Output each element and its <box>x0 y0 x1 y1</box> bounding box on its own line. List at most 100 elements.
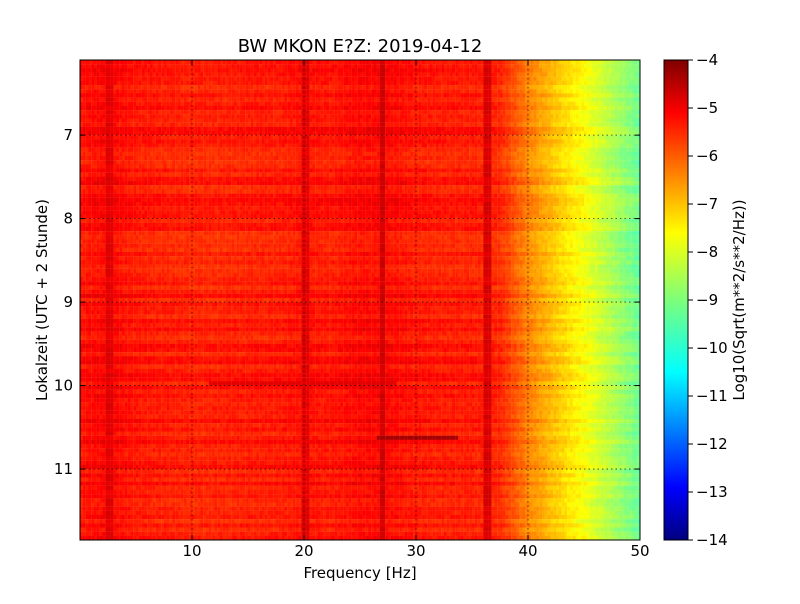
heatmap-cell <box>534 160 537 164</box>
heatmap-cell <box>164 77 167 81</box>
heatmap-cell <box>466 110 469 114</box>
heatmap-cell <box>343 73 346 77</box>
heatmap-cell <box>357 64 360 68</box>
heatmap-cell <box>240 160 243 164</box>
heatmap-cell <box>133 106 136 110</box>
heatmap-cell <box>119 148 122 152</box>
heatmap-cell <box>172 110 175 114</box>
heatmap-cell <box>620 73 623 77</box>
heatmap-cell <box>419 89 422 93</box>
heatmap-cell <box>553 81 556 85</box>
heatmap-cell <box>178 156 181 160</box>
heatmap-cell <box>511 118 514 122</box>
heatmap-cell <box>262 81 265 85</box>
heatmap-cell <box>175 131 178 135</box>
heatmap-cell <box>338 98 341 102</box>
heatmap-cell <box>186 81 189 85</box>
heatmap-cell <box>116 148 119 152</box>
heatmap-cell <box>590 85 593 89</box>
heatmap-cell <box>237 89 240 93</box>
heatmap-cell <box>601 68 604 72</box>
heatmap-cell <box>186 156 189 160</box>
heatmap-cell <box>601 85 604 89</box>
heatmap-cell <box>209 77 212 81</box>
heatmap-cell <box>251 98 254 102</box>
heatmap-cell <box>251 106 254 110</box>
heatmap-cell <box>97 77 100 81</box>
heatmap-cell <box>298 77 301 81</box>
heatmap-cell <box>332 110 335 114</box>
heatmap-cell <box>346 114 349 118</box>
heatmap-cell <box>170 98 173 102</box>
heatmap-cell <box>422 156 425 160</box>
heatmap-cell <box>102 127 105 131</box>
heatmap-cell <box>422 60 425 64</box>
heatmap-cell <box>556 93 559 97</box>
heatmap-cell <box>91 143 94 147</box>
heatmap-cell <box>604 89 607 93</box>
heatmap-cell <box>181 60 184 64</box>
heatmap-cell <box>346 106 349 110</box>
heatmap-cell <box>391 110 394 114</box>
heatmap-cell <box>394 156 397 160</box>
heatmap-cell <box>94 110 97 114</box>
heatmap-cell <box>536 68 539 72</box>
heatmap-cell <box>206 160 209 164</box>
heatmap-cell <box>494 114 497 118</box>
heatmap-cell <box>111 106 114 110</box>
heatmap-cell <box>335 160 338 164</box>
heatmap-cell <box>391 135 394 139</box>
heatmap-cell <box>550 131 553 135</box>
heatmap-cell <box>147 81 150 85</box>
heatmap-cell <box>184 118 187 122</box>
heatmap-cell <box>164 68 167 72</box>
heatmap-cell <box>97 85 100 89</box>
heatmap-cell <box>198 118 201 122</box>
heatmap-cell <box>391 68 394 72</box>
heatmap-cell <box>315 73 318 77</box>
heatmap-cell <box>307 152 310 156</box>
heatmap-cell <box>108 139 111 143</box>
heatmap-cell <box>220 81 223 85</box>
heatmap-cell <box>632 81 635 85</box>
heatmap-cell <box>217 131 220 135</box>
heatmap-cell <box>338 93 341 97</box>
heatmap-cell <box>209 98 212 102</box>
heatmap-cell <box>438 60 441 64</box>
heatmap-cell <box>550 98 553 102</box>
heatmap-cell <box>206 81 209 85</box>
heatmap-cell <box>464 81 467 85</box>
heatmap-cell <box>447 143 450 147</box>
heatmap-cell <box>576 64 579 68</box>
heatmap-cell <box>486 139 489 143</box>
heatmap-cell <box>298 127 301 131</box>
heatmap-cell <box>458 139 461 143</box>
heatmap-cell <box>494 127 497 131</box>
heatmap-cell <box>480 73 483 77</box>
heatmap-cell <box>494 68 497 72</box>
heatmap-cell <box>304 143 307 147</box>
heatmap-cell <box>254 68 257 72</box>
heatmap-cell <box>259 77 262 81</box>
heatmap-cell <box>377 64 380 68</box>
heatmap-cell <box>237 60 240 64</box>
heatmap-cell <box>452 160 455 164</box>
heatmap-cell <box>503 118 506 122</box>
heatmap-cell <box>352 127 355 131</box>
heatmap-cell <box>153 135 156 139</box>
heatmap-cell <box>461 123 464 127</box>
heatmap-cell <box>626 98 629 102</box>
heatmap-cell <box>354 127 357 131</box>
heatmap-cell <box>304 139 307 143</box>
heatmap-cell <box>564 73 567 77</box>
heatmap-cell <box>545 102 548 106</box>
heatmap-cell <box>352 64 355 68</box>
heatmap-cell <box>307 77 310 81</box>
heatmap-cell <box>612 85 615 89</box>
heatmap-cell <box>352 148 355 152</box>
heatmap-cell <box>419 139 422 143</box>
heatmap-cell <box>240 68 243 72</box>
heatmap-cell <box>237 64 240 68</box>
heatmap-cell <box>116 85 119 89</box>
heatmap-cell <box>391 106 394 110</box>
